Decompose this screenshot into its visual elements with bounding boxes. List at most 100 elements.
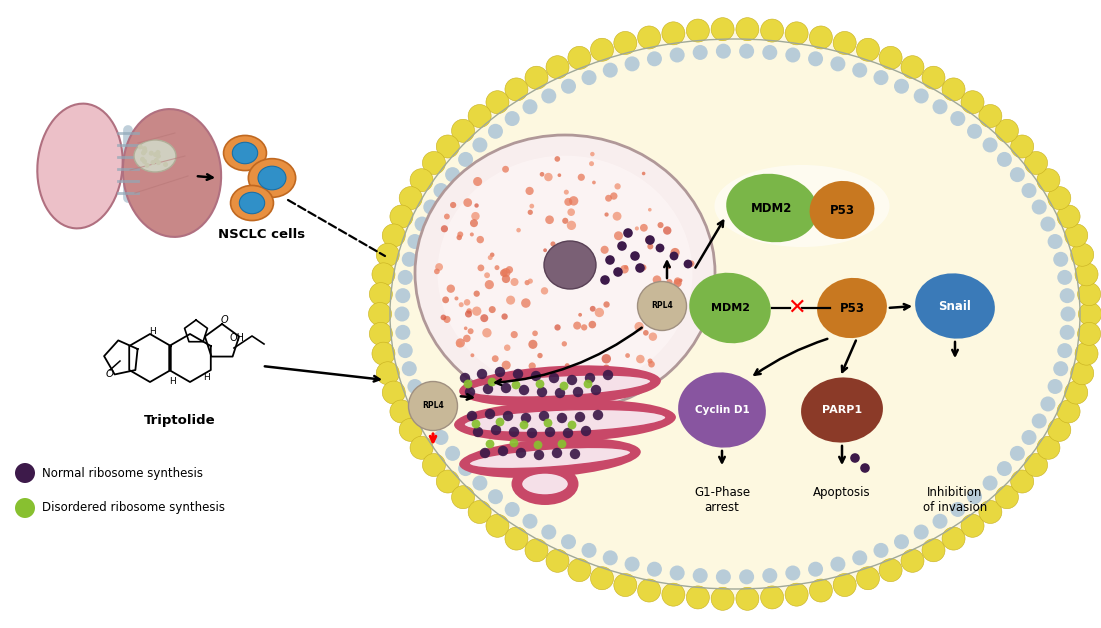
Circle shape: [520, 421, 528, 430]
Circle shape: [624, 556, 640, 571]
Circle shape: [502, 274, 510, 283]
Circle shape: [644, 287, 651, 294]
Circle shape: [614, 183, 621, 190]
Circle shape: [1037, 169, 1060, 192]
Circle shape: [1079, 303, 1101, 325]
Circle shape: [711, 18, 734, 41]
Circle shape: [390, 400, 413, 423]
Circle shape: [894, 78, 909, 94]
Circle shape: [602, 365, 610, 372]
Circle shape: [488, 377, 497, 386]
Circle shape: [1059, 325, 1075, 340]
Circle shape: [613, 267, 623, 277]
Circle shape: [653, 276, 662, 284]
Text: PARP1: PARP1: [822, 405, 862, 415]
Circle shape: [1065, 381, 1088, 404]
Circle shape: [785, 22, 808, 45]
Circle shape: [465, 387, 476, 397]
Circle shape: [443, 296, 449, 303]
Ellipse shape: [454, 399, 676, 442]
Circle shape: [630, 251, 640, 261]
Circle shape: [1078, 322, 1101, 345]
Circle shape: [552, 448, 563, 458]
Circle shape: [459, 302, 464, 307]
Circle shape: [647, 244, 653, 249]
Circle shape: [652, 288, 661, 296]
Circle shape: [663, 226, 672, 235]
Circle shape: [472, 427, 483, 437]
Circle shape: [372, 263, 395, 286]
Circle shape: [565, 198, 573, 206]
Ellipse shape: [817, 278, 887, 338]
Circle shape: [685, 261, 693, 268]
Circle shape: [141, 150, 146, 155]
Circle shape: [512, 381, 521, 389]
Circle shape: [1057, 205, 1080, 228]
Circle shape: [761, 586, 784, 609]
Circle shape: [400, 418, 422, 441]
Circle shape: [635, 226, 639, 230]
Circle shape: [942, 78, 966, 101]
Circle shape: [531, 376, 536, 381]
Text: RPL4: RPL4: [422, 401, 444, 411]
Circle shape: [666, 279, 673, 285]
Ellipse shape: [224, 136, 266, 171]
Circle shape: [543, 248, 547, 252]
Circle shape: [650, 302, 659, 311]
Circle shape: [808, 561, 824, 577]
Text: O: O: [106, 369, 115, 379]
Circle shape: [511, 331, 517, 338]
Circle shape: [671, 248, 679, 257]
Circle shape: [464, 379, 472, 388]
Circle shape: [648, 361, 655, 367]
Circle shape: [464, 299, 470, 306]
Circle shape: [606, 255, 614, 265]
Circle shape: [402, 252, 417, 267]
Circle shape: [608, 374, 613, 380]
Circle shape: [933, 99, 948, 114]
Text: Apoptosis: Apoptosis: [814, 486, 871, 499]
Circle shape: [674, 278, 682, 284]
Circle shape: [464, 335, 470, 342]
Circle shape: [440, 315, 446, 320]
Circle shape: [1040, 396, 1056, 411]
Circle shape: [532, 330, 538, 336]
Text: RPL4: RPL4: [651, 301, 673, 310]
Circle shape: [1075, 342, 1098, 365]
Ellipse shape: [464, 409, 666, 433]
Circle shape: [762, 45, 777, 60]
Circle shape: [505, 527, 528, 550]
Circle shape: [809, 579, 832, 602]
Circle shape: [645, 236, 655, 245]
Circle shape: [735, 18, 759, 41]
Circle shape: [1040, 217, 1056, 232]
Circle shape: [571, 279, 580, 288]
Circle shape: [542, 524, 556, 539]
Circle shape: [716, 570, 731, 584]
Circle shape: [492, 355, 499, 362]
Circle shape: [785, 48, 800, 63]
Circle shape: [505, 78, 528, 101]
Circle shape: [873, 543, 889, 558]
Circle shape: [1037, 436, 1060, 459]
Circle shape: [578, 313, 582, 317]
Circle shape: [570, 449, 580, 459]
Text: NSCLC cells: NSCLC cells: [218, 228, 306, 241]
Circle shape: [1047, 234, 1062, 249]
Circle shape: [555, 388, 565, 398]
Circle shape: [525, 66, 548, 89]
Circle shape: [415, 396, 429, 411]
Circle shape: [523, 514, 537, 529]
Ellipse shape: [249, 159, 296, 197]
Circle shape: [1054, 252, 1068, 267]
Circle shape: [785, 565, 800, 580]
Circle shape: [603, 370, 613, 380]
Circle shape: [471, 212, 480, 220]
Circle shape: [569, 196, 578, 205]
Text: H: H: [149, 327, 155, 337]
Circle shape: [545, 427, 555, 437]
Ellipse shape: [258, 166, 286, 190]
Circle shape: [458, 152, 473, 167]
Circle shape: [589, 161, 595, 166]
Ellipse shape: [809, 181, 874, 239]
